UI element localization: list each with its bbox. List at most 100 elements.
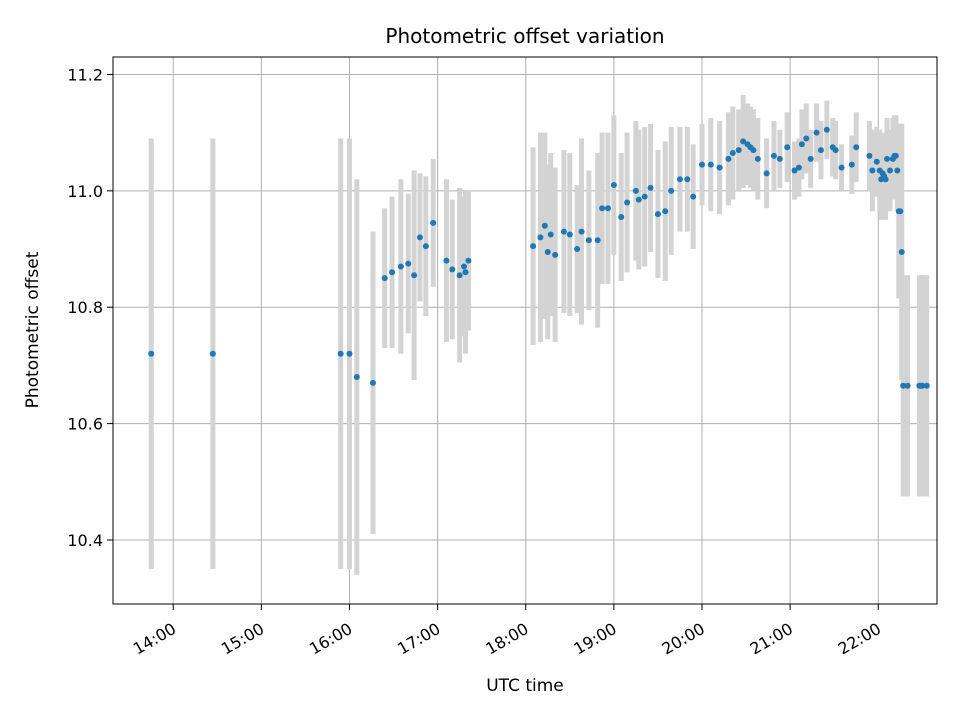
data-point	[610, 182, 617, 189]
data-point	[430, 219, 437, 226]
data-point	[750, 147, 757, 154]
data-point	[574, 246, 581, 253]
data-point	[791, 167, 798, 174]
data-point	[337, 350, 344, 357]
data-point	[461, 263, 468, 270]
x-tick-label: 14:00	[130, 619, 179, 659]
data-point	[641, 193, 648, 200]
data-point	[422, 243, 429, 250]
x-axis-label: UTC time	[486, 676, 564, 696]
data-point	[795, 164, 802, 171]
data-point	[869, 167, 876, 174]
data-point	[530, 243, 537, 250]
data-point	[416, 234, 423, 241]
x-tick-label: 22:00	[835, 619, 884, 659]
data-point	[566, 231, 573, 238]
y-axis-label: Photometric offset	[23, 251, 43, 408]
data-point	[209, 350, 216, 357]
data-point	[411, 272, 418, 279]
data-point	[578, 228, 585, 235]
data-point	[560, 228, 567, 235]
data-point	[776, 155, 783, 162]
y-tick-label: 11.2	[67, 65, 103, 84]
data-point	[346, 350, 353, 357]
data-point	[443, 257, 450, 264]
data-point	[882, 176, 889, 183]
x-axis-ticks: 14:00 15:00 16:00 17:00 18:00 19:00 20:00 21:00…	[130, 604, 884, 659]
data-point	[148, 350, 155, 357]
data-point	[599, 205, 606, 212]
data-point	[894, 167, 901, 174]
data-point	[668, 187, 675, 194]
data-point	[662, 208, 669, 215]
data-point	[624, 199, 631, 206]
data-point	[904, 382, 911, 389]
data-point	[853, 144, 860, 151]
x-tick-label: 15:00	[218, 619, 267, 659]
data-point	[898, 248, 905, 255]
data-point	[353, 374, 360, 381]
data-point	[604, 205, 611, 212]
data-point	[725, 155, 732, 162]
data-point	[866, 152, 873, 159]
data-point	[537, 234, 544, 241]
data-point	[635, 196, 642, 203]
x-tick-label: 19:00	[570, 619, 619, 659]
data-point	[716, 164, 723, 171]
error-bars	[148, 94, 930, 575]
data-point	[798, 141, 805, 148]
data-point	[547, 231, 554, 238]
y-tick-label: 11.0	[67, 182, 103, 201]
chart-title: Photometric offset variation	[385, 24, 664, 48]
data-point	[389, 269, 396, 276]
data-points	[148, 126, 930, 389]
plot-frame	[112, 56, 938, 605]
y-axis-ticks: 10.4 10.6 10.8 11.0 11.2	[67, 65, 113, 550]
data-point	[838, 164, 845, 171]
data-point	[465, 257, 472, 264]
data-point	[552, 251, 559, 258]
x-tick-label: 17:00	[394, 619, 443, 659]
data-point	[817, 147, 824, 154]
data-point	[735, 147, 742, 154]
data-point	[381, 275, 388, 282]
data-point	[803, 135, 810, 142]
data-point	[449, 266, 456, 273]
data-point	[754, 155, 761, 162]
data-point	[690, 193, 697, 200]
data-point	[813, 129, 820, 136]
y-tick-label: 10.4	[67, 531, 103, 550]
data-point	[892, 152, 899, 159]
data-point	[763, 170, 770, 177]
data-point	[832, 147, 839, 154]
data-point	[919, 382, 926, 389]
data-point	[647, 184, 654, 191]
data-point	[807, 155, 814, 162]
x-tick-label: 16:00	[306, 619, 355, 659]
data-point	[397, 263, 404, 270]
data-point	[886, 167, 893, 174]
data-point	[784, 144, 791, 151]
data-point	[618, 214, 625, 221]
data-point	[900, 382, 907, 389]
data-point	[462, 269, 469, 276]
data-point	[897, 208, 904, 215]
data-point	[684, 176, 691, 183]
grid-lines	[113, 57, 937, 604]
data-point	[873, 158, 880, 165]
y-tick-label: 10.8	[67, 298, 103, 317]
data-point	[456, 272, 463, 279]
data-point	[707, 161, 714, 168]
x-tick-label: 21:00	[747, 619, 796, 659]
data-point	[770, 152, 777, 159]
data-point	[654, 211, 661, 218]
data-point	[369, 379, 376, 386]
data-point	[594, 237, 601, 244]
x-tick-label: 18:00	[482, 619, 531, 659]
data-point	[585, 237, 592, 244]
data-point	[632, 187, 639, 194]
data-point	[698, 161, 705, 168]
data-point	[729, 150, 736, 157]
data-point	[923, 382, 930, 389]
